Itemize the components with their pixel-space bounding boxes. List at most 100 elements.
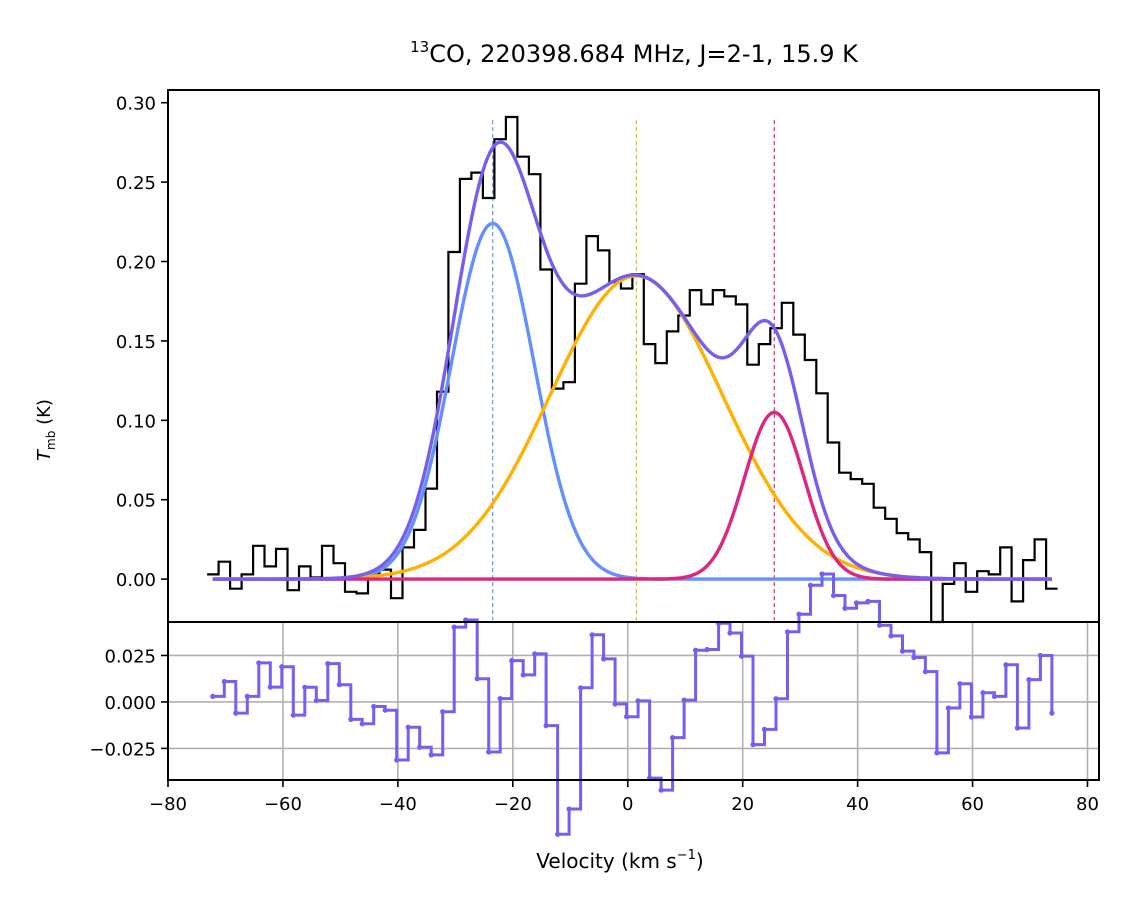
chart-title-main: CO, 220398.684 MHz, J=2-1, 15.9 K (429, 40, 859, 68)
residual-point (612, 701, 618, 707)
residual-point (693, 647, 699, 653)
residual-point (382, 707, 388, 713)
residual-point (440, 709, 446, 715)
residual-point (313, 697, 319, 704)
residual-point (221, 678, 227, 685)
residual-point (830, 592, 837, 599)
residual-point (302, 684, 308, 690)
xtick-label: −60 (264, 794, 302, 815)
component-curve (212, 410, 1052, 581)
residual-point (1014, 725, 1021, 731)
residual-point (336, 682, 342, 688)
residual-point (888, 633, 894, 639)
residual-point (681, 697, 687, 703)
residual-point (578, 685, 584, 691)
top-ytick-label: 0.05 (116, 491, 156, 512)
chart-title: 13CO, 220398.684 MHz, J=2-1, 15.9 K (410, 38, 859, 68)
top-ytick-group: 0.00 0.05 0.10 0.15 0.20 0.25 0.30 (116, 94, 168, 591)
residual-point (704, 646, 710, 653)
residual-point (727, 630, 733, 636)
residual-point (279, 664, 285, 670)
bottom-panel-frame (167, 621, 1100, 781)
chart-title-superscript: 13 (410, 38, 429, 56)
residual-point (244, 693, 250, 700)
residual-point (601, 656, 607, 662)
x-axis-label-superscript: −1 (677, 848, 696, 863)
x-axis-label-close: ) (696, 849, 704, 873)
residual-point (991, 693, 998, 700)
bottom-ytick-label: −0.025 (89, 739, 156, 760)
residual-point (658, 787, 664, 793)
residual-point (1026, 677, 1032, 683)
residual-point (819, 571, 825, 577)
xtick-label: −80 (149, 794, 187, 815)
residual-point (405, 724, 411, 730)
residual-point (520, 672, 526, 678)
residual-point (417, 744, 423, 750)
residual-point (359, 721, 365, 727)
residual-point (589, 632, 595, 638)
residual-point (267, 684, 273, 690)
residual-point (543, 723, 549, 729)
residual-point (451, 624, 457, 630)
xtick-label: 60 (961, 794, 984, 815)
top-panel-marks (207, 115, 1058, 624)
residual-point (566, 806, 572, 812)
xtick-label: 20 (731, 794, 754, 815)
x-axis-label: Velocity (km s−1) (536, 848, 703, 873)
residual-point (509, 658, 515, 664)
residual-point (371, 703, 377, 710)
residual-point (670, 735, 676, 741)
component-curve (212, 274, 1052, 581)
residual-point (945, 705, 952, 711)
y-axis-label-subscript: mb (44, 431, 58, 450)
residual-point (635, 698, 641, 704)
top-ytick-label: 0.15 (116, 332, 156, 353)
residual-point (807, 582, 814, 588)
residual-point (865, 598, 871, 605)
top-ytick-label: 0.00 (116, 570, 156, 591)
top-ytick-label: 0.20 (116, 253, 156, 274)
residual-point (428, 752, 434, 758)
top-ytick-label: 0.10 (116, 411, 156, 432)
residual-point (210, 693, 216, 700)
residual-point (899, 648, 906, 654)
x-axis-label-main: Velocity (km s (536, 849, 676, 873)
residual-point (922, 669, 929, 675)
residual-point (911, 654, 917, 661)
residual-point (325, 661, 331, 667)
residual-point (796, 611, 802, 617)
residual-point (555, 831, 561, 837)
observed-spectrum-line (207, 115, 1058, 624)
residual-point (784, 629, 791, 635)
residual-point (233, 710, 239, 716)
xtick-label: −40 (379, 794, 417, 815)
residual-point (773, 696, 779, 702)
bottom-ytick-label: 0.000 (104, 693, 156, 714)
top-ytick-label: 0.25 (116, 173, 156, 194)
xtick-label: −20 (494, 794, 532, 815)
residual-point (394, 757, 400, 763)
residual-point (474, 676, 480, 682)
xtick-label: 40 (846, 794, 869, 815)
total-fit-curve (212, 140, 1052, 581)
residual-point (842, 605, 848, 611)
residual-point (968, 714, 975, 720)
residual-point (1003, 662, 1009, 668)
residual-point (256, 660, 262, 666)
xtick-label: 80 (1076, 794, 1099, 815)
top-ytick-label: 0.30 (116, 94, 156, 115)
bottom-tick-group: −0.025 0.000 0.025 −80 −60 −40 −20 0 20 40 60 80 (89, 646, 1099, 815)
residual-point (624, 714, 630, 720)
residual-point (290, 712, 296, 718)
residual-point (497, 696, 503, 702)
y-axis-label: Tmb (K) (34, 399, 58, 461)
residual-point (761, 726, 768, 733)
top-panel-frame (167, 89, 1100, 623)
residual-point (348, 716, 354, 723)
residual-point (738, 653, 745, 659)
residual-point (1049, 710, 1055, 716)
residual-point (853, 600, 860, 606)
